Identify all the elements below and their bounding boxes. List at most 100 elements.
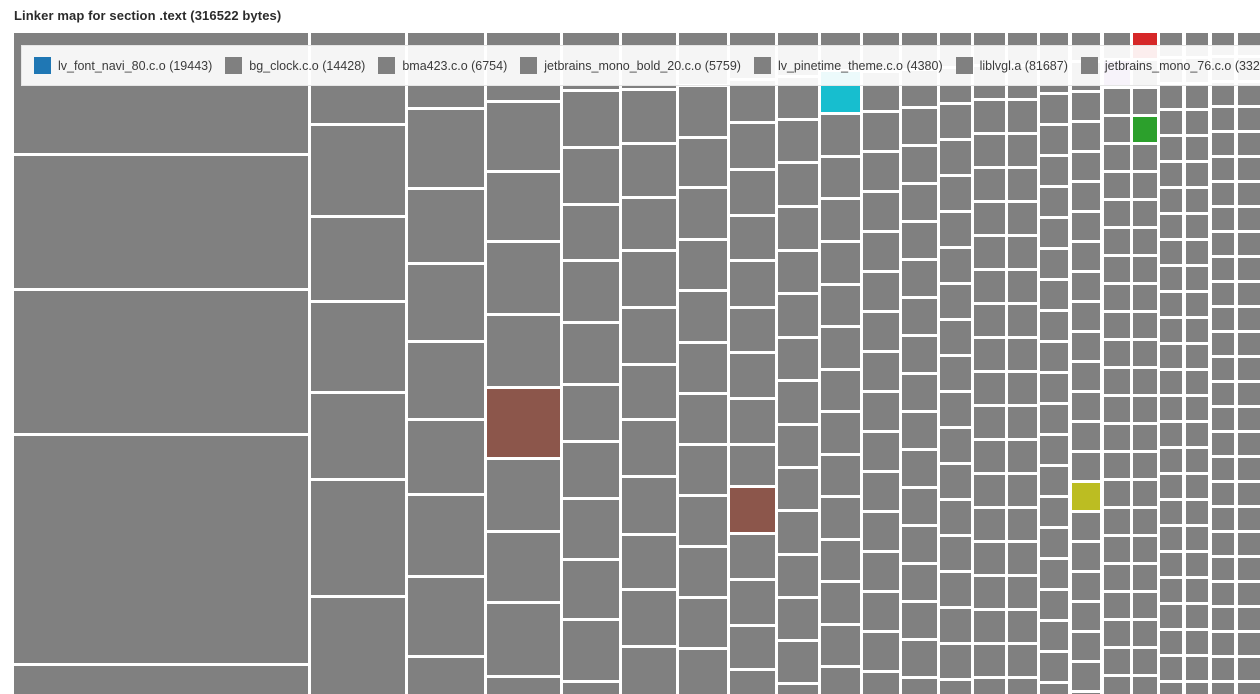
treemap-cell[interactable] [408, 496, 484, 575]
treemap-cell[interactable] [1040, 157, 1068, 185]
treemap-cell[interactable] [1212, 583, 1234, 605]
treemap-cell[interactable] [1133, 145, 1157, 170]
treemap-cell[interactable] [679, 241, 727, 289]
treemap-cell[interactable] [1212, 683, 1234, 694]
treemap-cell[interactable] [940, 249, 971, 282]
treemap-cell[interactable] [1133, 509, 1157, 534]
treemap-cell[interactable] [778, 642, 818, 682]
treemap-cell[interactable] [778, 426, 818, 466]
treemap-cell[interactable] [940, 321, 971, 354]
treemap-cell[interactable] [1212, 208, 1234, 230]
legend-item-7[interactable]: jetbrains_mono_76.c.o (3321) [1080, 57, 1260, 74]
treemap-cell[interactable] [622, 199, 676, 249]
treemap-cell[interactable] [974, 407, 1005, 438]
treemap-cell[interactable] [1238, 208, 1260, 230]
treemap-cell[interactable] [1186, 683, 1208, 694]
treemap-cell[interactable] [1186, 527, 1208, 550]
treemap-cell[interactable] [1186, 423, 1208, 446]
treemap-cell[interactable] [974, 475, 1005, 506]
treemap-cell[interactable] [863, 593, 899, 630]
treemap-cell[interactable] [1238, 433, 1260, 455]
treemap-cell[interactable] [1133, 173, 1157, 198]
treemap-cell[interactable] [1160, 267, 1182, 290]
treemap-cell[interactable] [563, 149, 619, 203]
treemap-cell[interactable] [487, 604, 560, 675]
treemap-cell[interactable] [311, 598, 405, 694]
treemap-cell[interactable] [679, 189, 727, 238]
treemap-cell[interactable] [902, 565, 937, 600]
treemap-cell[interactable] [1238, 408, 1260, 430]
treemap-cell[interactable] [821, 498, 860, 538]
treemap-cell[interactable] [1160, 501, 1182, 524]
treemap-cell[interactable] [1008, 271, 1037, 302]
legend-item-2[interactable]: bg_clock.c.o (14428) [225, 57, 365, 74]
treemap-cell[interactable] [1072, 273, 1100, 300]
treemap-cell[interactable] [1133, 313, 1157, 338]
treemap-cell[interactable] [1160, 579, 1182, 602]
treemap-cell[interactable] [821, 200, 860, 240]
treemap-cell[interactable] [1186, 267, 1208, 290]
treemap-cell[interactable] [730, 535, 775, 578]
treemap-cell[interactable] [1133, 481, 1157, 506]
treemap-cell[interactable] [1040, 560, 1068, 588]
treemap-cell[interactable] [1072, 93, 1100, 120]
treemap-cell[interactable] [1008, 645, 1037, 676]
treemap-cell[interactable] [1186, 553, 1208, 576]
treemap-cell[interactable] [730, 81, 775, 121]
treemap-cell[interactable] [1008, 407, 1037, 438]
treemap-cell[interactable] [1104, 509, 1130, 534]
treemap-cell[interactable] [1212, 333, 1234, 355]
treemap-cell[interactable] [1104, 341, 1130, 366]
treemap-cell[interactable] [622, 309, 676, 363]
treemap-cell[interactable] [974, 101, 1005, 132]
treemap-cell[interactable] [1008, 441, 1037, 472]
treemap-cell[interactable] [1072, 453, 1100, 480]
treemap-cell[interactable] [1104, 593, 1130, 618]
treemap-cell[interactable] [487, 103, 560, 170]
treemap-cell[interactable] [1212, 558, 1234, 580]
treemap-cell[interactable] [902, 375, 937, 410]
treemap-cell[interactable] [974, 203, 1005, 234]
treemap-cell[interactable] [622, 536, 676, 588]
treemap-cell[interactable] [974, 645, 1005, 676]
treemap-cell[interactable] [487, 243, 560, 313]
treemap-cell[interactable] [1072, 363, 1100, 390]
treemap-cell[interactable] [974, 305, 1005, 336]
treemap-cell[interactable] [1072, 183, 1100, 210]
treemap-cell[interactable] [1186, 241, 1208, 264]
treemap-cell[interactable] [1160, 111, 1182, 134]
treemap-cell[interactable] [902, 641, 937, 676]
treemap-cell[interactable] [563, 683, 619, 694]
treemap-cell[interactable] [778, 208, 818, 249]
treemap-cell[interactable] [940, 573, 971, 606]
treemap-cell[interactable] [1160, 527, 1182, 550]
treemap-cell[interactable] [778, 599, 818, 639]
treemap-cell[interactable] [1104, 565, 1130, 590]
treemap-cell[interactable] [563, 443, 619, 497]
treemap-cell[interactable] [1186, 215, 1208, 238]
treemap-cell[interactable] [863, 153, 899, 190]
treemap-cell[interactable] [1212, 383, 1234, 405]
treemap-cell[interactable] [1238, 608, 1260, 630]
treemap-cell[interactable] [1104, 621, 1130, 646]
treemap-cell[interactable] [622, 91, 676, 142]
treemap-cell[interactable] [974, 441, 1005, 472]
treemap-cell[interactable] [1133, 565, 1157, 590]
treemap-cell[interactable] [863, 673, 899, 694]
treemap-cell[interactable] [679, 497, 727, 545]
treemap-cell[interactable] [622, 591, 676, 645]
treemap-cell[interactable] [622, 648, 676, 694]
treemap-cell[interactable] [863, 473, 899, 510]
treemap-cell[interactable] [902, 413, 937, 448]
treemap-cell[interactable] [679, 139, 727, 186]
treemap-cell[interactable] [1186, 111, 1208, 134]
treemap-cell[interactable] [1040, 684, 1068, 694]
treemap-cell-highlight[interactable] [1072, 483, 1100, 510]
treemap-cell[interactable] [1040, 591, 1068, 619]
treemap-cell[interactable] [940, 285, 971, 318]
treemap-cell[interactable] [1008, 339, 1037, 370]
treemap-cell[interactable] [1040, 405, 1068, 433]
treemap-cell[interactable] [1160, 215, 1182, 238]
treemap-cell[interactable] [563, 386, 619, 440]
treemap-cell[interactable] [940, 105, 971, 138]
